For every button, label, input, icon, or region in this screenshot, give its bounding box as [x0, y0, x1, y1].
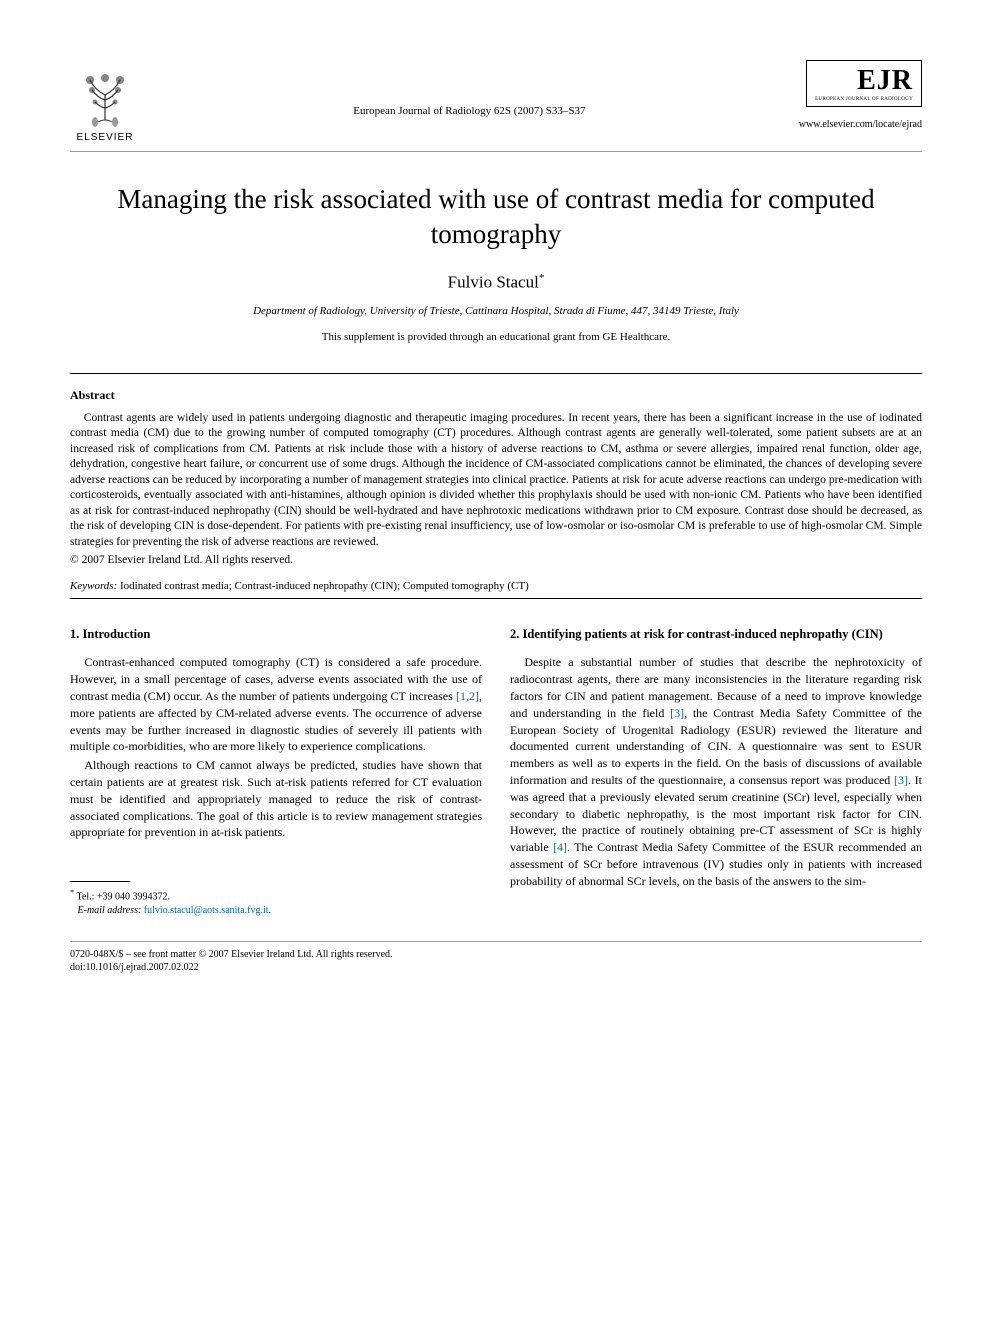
email-suffix: .: [269, 905, 272, 916]
footer-divider: [70, 941, 922, 942]
footer-doi: doi:10.1016/j.ejrad.2007.02.022: [70, 961, 922, 975]
grant-note: This supplement is provided through an e…: [70, 331, 922, 343]
keywords-line: Keywords: Iodinated contrast media; Cont…: [70, 580, 922, 592]
keywords-label: Keywords:: [70, 580, 117, 592]
abstract-body: Contrast agents are widely used in patie…: [70, 411, 922, 551]
journal-logo-box: EJR EUROPEAN JOURNAL OF RADIOLOGY: [806, 60, 922, 107]
journal-url[interactable]: www.elsevier.com/locate/ejrad: [799, 119, 922, 130]
author-marker: *: [539, 272, 545, 284]
journal-logo-block: EJR EUROPEAN JOURNAL OF RADIOLOGY www.el…: [799, 60, 922, 130]
journal-abbrev-subtitle: EUROPEAN JOURNAL OF RADIOLOGY: [815, 97, 913, 102]
right-column: 2. Identifying patients at risk for cont…: [510, 627, 922, 916]
elsevier-tree-icon: [70, 60, 140, 130]
citation-link[interactable]: [1,2]: [456, 689, 479, 703]
affiliation: Department of Radiology, University of T…: [70, 305, 922, 317]
footnote-tel: Tel.: +39 040 3994372.: [74, 892, 170, 903]
email-label: E-mail address:: [78, 905, 142, 916]
citation-link[interactable]: [4]: [553, 840, 567, 854]
abstract-top-divider: [70, 373, 922, 374]
intro-paragraph-1: Contrast-enhanced computed tomography (C…: [70, 654, 482, 755]
journal-abbrev: EJR: [857, 65, 913, 96]
body-columns: 1. Introduction Contrast-enhanced comput…: [70, 627, 922, 916]
intro-heading: 1. Introduction: [70, 627, 482, 642]
left-column: 1. Introduction Contrast-enhanced comput…: [70, 627, 482, 916]
corresponding-footnote: * Tel.: +39 040 3994372. E-mail address:…: [70, 888, 482, 916]
author-line: Fulvio Stacul*: [70, 272, 922, 293]
publisher-name: ELSEVIER: [77, 132, 134, 143]
email-link[interactable]: fulvio.stacul@aots.sanita.fvg.it: [141, 905, 268, 916]
cin-paragraph-1: Despite a substantial number of studies …: [510, 654, 922, 889]
intro-paragraph-2: Although reactions to CM cannot always b…: [70, 757, 482, 841]
abstract-bottom-divider: [70, 598, 922, 599]
author-name: Fulvio Stacul: [448, 273, 539, 292]
footer-copyright: 0720-048X/$ – see front matter © 2007 El…: [70, 948, 922, 962]
cin-heading: 2. Identifying patients at risk for cont…: [510, 627, 922, 642]
keywords-text: Iodinated contrast media; Contrast-induc…: [117, 580, 529, 592]
journal-reference: European Journal of Radiology 62S (2007)…: [140, 60, 799, 117]
page-header: ELSEVIER European Journal of Radiology 6…: [70, 60, 922, 143]
article-title: Managing the risk associated with use of…: [70, 182, 922, 252]
footnote-divider: [70, 881, 130, 882]
abstract-copyright: © 2007 Elsevier Ireland Ltd. All rights …: [70, 554, 922, 566]
abstract-heading: Abstract: [70, 388, 922, 403]
citation-link[interactable]: [3]: [670, 706, 684, 720]
header-divider: [70, 151, 922, 152]
citation-link[interactable]: [3]: [894, 773, 908, 787]
publisher-logo: ELSEVIER: [70, 60, 140, 143]
